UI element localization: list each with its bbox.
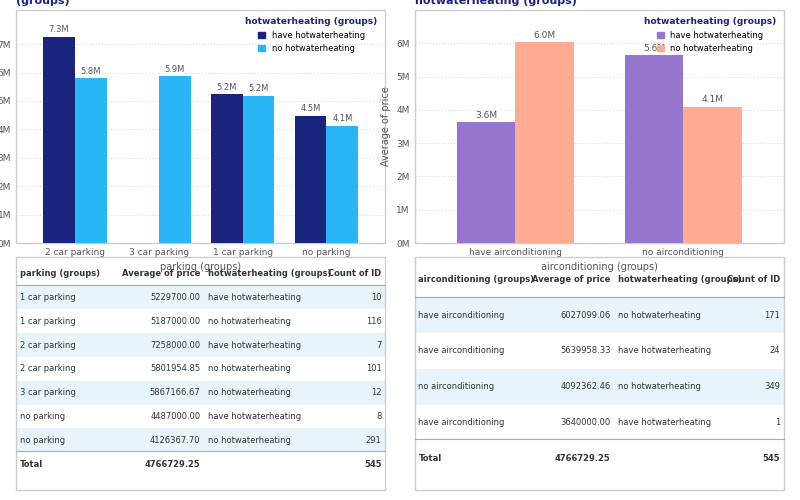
Text: Count of ID: Count of ID [727, 275, 780, 284]
Text: have hotwaterheating: have hotwaterheating [208, 412, 301, 421]
Bar [326, 126, 358, 243]
Text: 5.9M: 5.9M [165, 65, 185, 74]
FancyBboxPatch shape [16, 286, 386, 310]
Text: 4126367.70: 4126367.70 [150, 436, 201, 445]
Text: airconditioning (groups): airconditioning (groups) [418, 275, 534, 284]
Text: 6.0M: 6.0M [534, 31, 556, 40]
Text: Average of price: Average of price [122, 269, 201, 278]
Text: no hotwaterheating: no hotwaterheating [618, 310, 701, 320]
Bar [683, 107, 742, 243]
FancyBboxPatch shape [16, 380, 386, 404]
Text: Count of ID: Count of ID [328, 269, 382, 278]
Text: no airconditioning: no airconditioning [418, 382, 494, 391]
Text: 5.8M: 5.8M [81, 67, 101, 76]
Text: 5.2M: 5.2M [248, 84, 269, 94]
Text: no hotwaterheating: no hotwaterheating [208, 364, 291, 374]
Text: 4766729.25: 4766729.25 [145, 460, 201, 468]
Text: no hotwaterheating: no hotwaterheating [208, 316, 291, 326]
Legend: have hotwaterheating, no hotwaterheating: have hotwaterheating, no hotwaterheating [641, 14, 780, 56]
Bar [210, 94, 242, 243]
Text: 171: 171 [765, 310, 780, 320]
Text: no hotwaterheating: no hotwaterheating [618, 382, 701, 391]
FancyBboxPatch shape [16, 428, 386, 452]
Text: 5187000.00: 5187000.00 [150, 316, 201, 326]
Text: 291: 291 [366, 436, 382, 445]
Text: Total: Total [418, 454, 442, 462]
Text: have hotwaterheating: have hotwaterheating [618, 418, 711, 427]
Text: hotwaterheating (groups): hotwaterheating (groups) [208, 269, 331, 278]
Text: Total: Total [20, 460, 43, 468]
Text: 2 car parking: 2 car parking [20, 364, 75, 374]
Bar [625, 56, 683, 243]
Text: 3.6M: 3.6M [475, 110, 497, 120]
Bar [294, 116, 326, 243]
Bar [457, 122, 515, 243]
Text: 4.1M: 4.1M [332, 114, 353, 124]
Text: have hotwaterheating: have hotwaterheating [208, 293, 301, 302]
Bar [158, 76, 190, 243]
Text: 4766729.25: 4766729.25 [554, 454, 610, 462]
Text: 101: 101 [366, 364, 382, 374]
FancyBboxPatch shape [414, 298, 784, 333]
Text: 3 car parking: 3 car parking [20, 388, 75, 397]
Text: hotwaterheating (groups): hotwaterheating (groups) [618, 275, 742, 284]
Text: 5.6M: 5.6M [643, 44, 665, 53]
Text: 12: 12 [371, 388, 382, 397]
Text: have airconditioning: have airconditioning [418, 346, 505, 356]
FancyBboxPatch shape [414, 369, 784, 404]
Text: parking (groups): parking (groups) [20, 269, 100, 278]
Text: 6027099.06: 6027099.06 [560, 310, 610, 320]
X-axis label: parking (groups): parking (groups) [160, 262, 241, 272]
Text: 4487000.00: 4487000.00 [150, 412, 201, 421]
X-axis label: airconditioning (groups): airconditioning (groups) [541, 262, 658, 272]
Text: no hotwaterheating: no hotwaterheating [208, 388, 291, 397]
Text: Average of price by parking (groups) and hotwaterheating
(groups): Average of price by parking (groups) and… [16, 0, 382, 6]
Text: 5867166.67: 5867166.67 [150, 388, 201, 397]
Text: have hotwaterheating: have hotwaterheating [618, 346, 711, 356]
Text: Average of price: Average of price [532, 275, 610, 284]
Text: 116: 116 [366, 316, 382, 326]
Bar [43, 37, 74, 243]
Text: 8: 8 [376, 412, 382, 421]
Text: no parking: no parking [20, 436, 65, 445]
Text: 5801954.85: 5801954.85 [150, 364, 201, 374]
Text: 545: 545 [364, 460, 382, 468]
Text: 24: 24 [770, 346, 780, 356]
Bar [74, 78, 106, 243]
Text: 545: 545 [762, 454, 780, 462]
Text: 5229700.00: 5229700.00 [150, 293, 201, 302]
Text: 7: 7 [376, 340, 382, 349]
Text: 7258000.00: 7258000.00 [150, 340, 201, 349]
Text: 5.2M: 5.2M [217, 83, 237, 92]
Legend: have hotwaterheating, no hotwaterheating: have hotwaterheating, no hotwaterheating [242, 14, 381, 56]
Text: 4.1M: 4.1M [702, 96, 724, 104]
Text: 1: 1 [775, 418, 780, 427]
Text: 1 car parking: 1 car parking [20, 316, 75, 326]
Bar [242, 96, 274, 243]
Y-axis label: Average of price: Average of price [381, 86, 391, 166]
Text: 349: 349 [765, 382, 780, 391]
Text: 4092362.46: 4092362.46 [560, 382, 610, 391]
Text: 2 car parking: 2 car parking [20, 340, 75, 349]
Text: 3640000.00: 3640000.00 [560, 418, 610, 427]
Text: 10: 10 [371, 293, 382, 302]
Text: have hotwaterheating: have hotwaterheating [208, 340, 301, 349]
Text: 1 car parking: 1 car parking [20, 293, 75, 302]
Bar [515, 42, 574, 243]
Text: have airconditioning: have airconditioning [418, 310, 505, 320]
Text: Average of price by airconditioning (groups) and
hotwaterheating (groups): Average of price by airconditioning (gro… [414, 0, 720, 6]
Text: 7.3M: 7.3M [49, 26, 69, 35]
Text: no hotwaterheating: no hotwaterheating [208, 436, 291, 445]
Text: 5639958.33: 5639958.33 [560, 346, 610, 356]
FancyBboxPatch shape [16, 333, 386, 357]
Text: 4.5M: 4.5M [300, 104, 321, 113]
Text: have airconditioning: have airconditioning [418, 418, 505, 427]
Text: no parking: no parking [20, 412, 65, 421]
